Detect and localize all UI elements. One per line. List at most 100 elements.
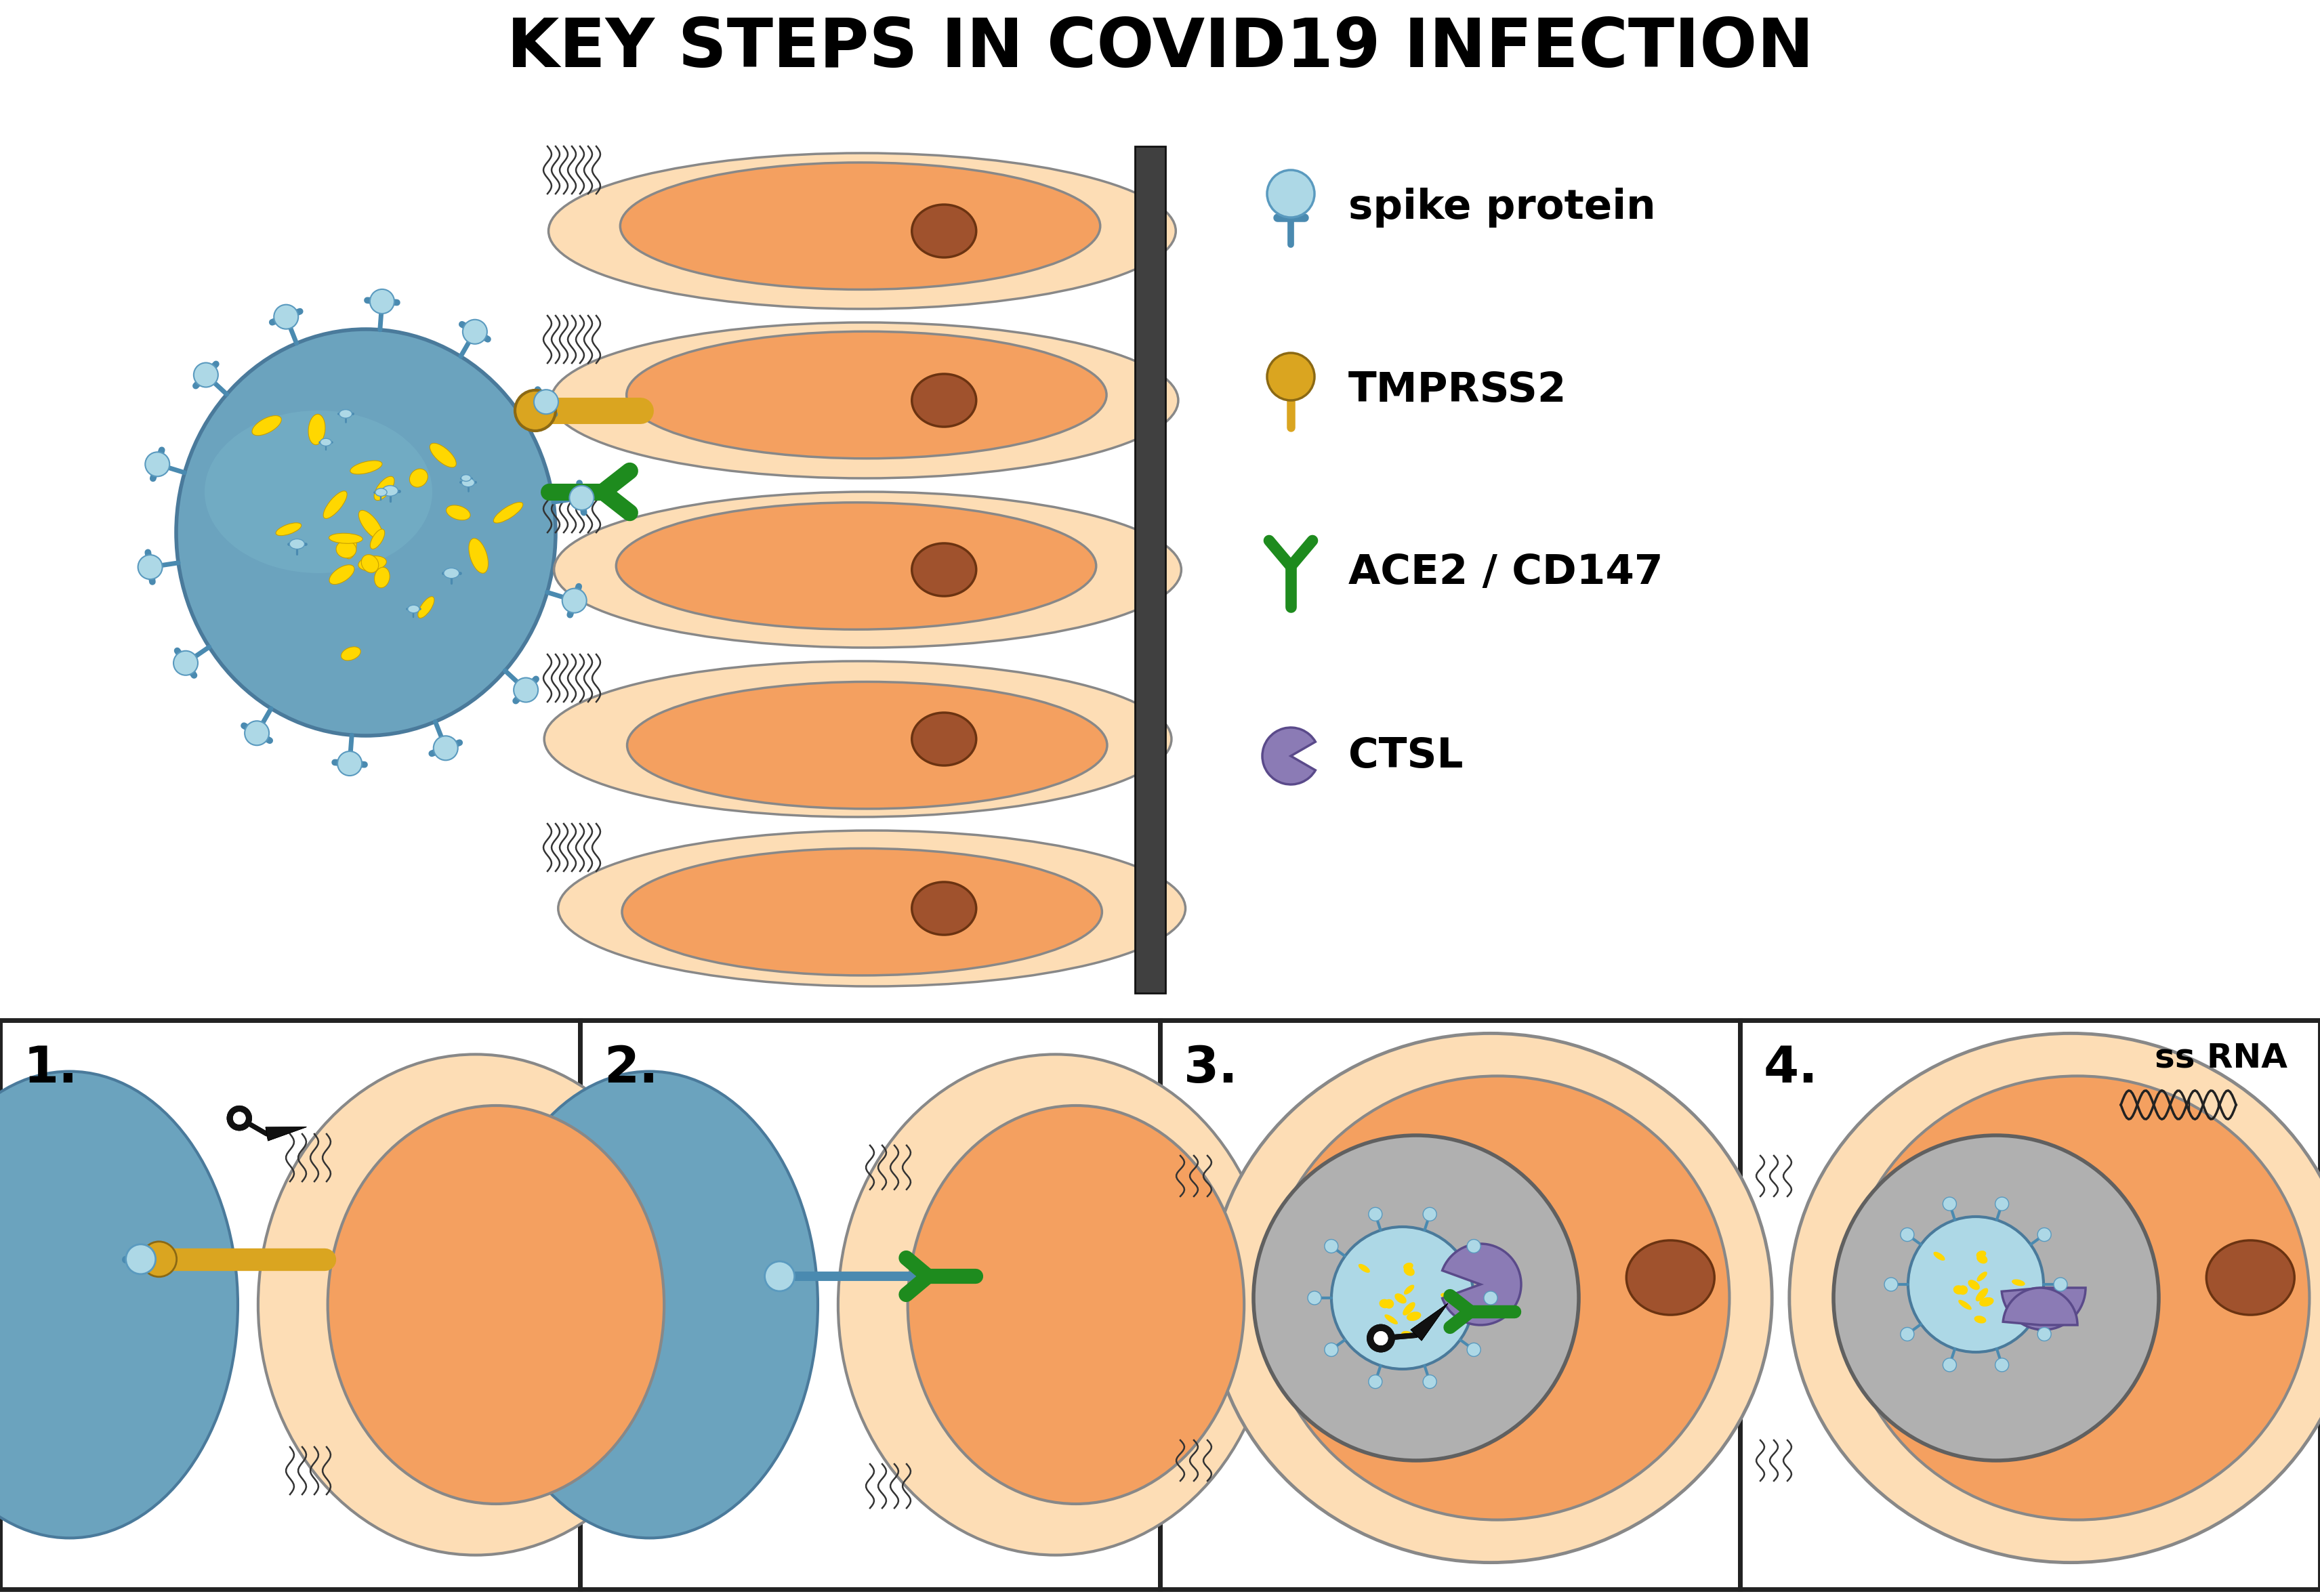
Wedge shape: [2002, 1288, 2076, 1325]
Ellipse shape: [1958, 1285, 1967, 1294]
Circle shape: [1267, 353, 1315, 401]
Circle shape: [515, 389, 554, 431]
Ellipse shape: [2206, 1240, 2294, 1315]
Text: spike protein: spike protein: [1348, 187, 1656, 227]
Ellipse shape: [1977, 1288, 1988, 1301]
Ellipse shape: [912, 883, 977, 935]
Bar: [580, 1020, 1160, 1590]
Ellipse shape: [408, 605, 420, 613]
Ellipse shape: [626, 681, 1107, 809]
Ellipse shape: [411, 469, 427, 487]
Ellipse shape: [176, 329, 554, 736]
Polygon shape: [264, 1127, 306, 1141]
Circle shape: [462, 319, 487, 345]
Ellipse shape: [483, 1071, 817, 1539]
Ellipse shape: [290, 539, 304, 549]
Circle shape: [534, 389, 559, 413]
Wedge shape: [1262, 728, 1315, 785]
Circle shape: [1466, 1240, 1480, 1253]
Circle shape: [232, 1112, 246, 1125]
Ellipse shape: [1357, 1264, 1371, 1272]
Ellipse shape: [1977, 1254, 1988, 1264]
Circle shape: [434, 736, 457, 760]
Ellipse shape: [550, 322, 1179, 479]
Circle shape: [1466, 1342, 1480, 1357]
Ellipse shape: [1441, 1293, 1455, 1299]
Ellipse shape: [376, 488, 387, 496]
Bar: [1160, 1020, 1740, 1590]
Ellipse shape: [383, 485, 399, 496]
Ellipse shape: [343, 535, 357, 559]
Circle shape: [1369, 1374, 1383, 1389]
Text: 1.: 1.: [23, 1044, 79, 1093]
Circle shape: [1907, 1216, 2044, 1352]
Ellipse shape: [374, 476, 394, 501]
Circle shape: [2053, 1278, 2067, 1291]
Polygon shape: [1411, 1304, 1448, 1341]
Circle shape: [174, 651, 197, 675]
Ellipse shape: [462, 474, 471, 482]
Ellipse shape: [339, 410, 353, 418]
Ellipse shape: [1264, 1076, 1728, 1519]
Ellipse shape: [617, 503, 1095, 629]
Ellipse shape: [350, 461, 383, 474]
Circle shape: [766, 1261, 793, 1291]
Circle shape: [1422, 1208, 1436, 1221]
Text: 3.: 3.: [1183, 1044, 1239, 1093]
Ellipse shape: [1394, 1293, 1406, 1304]
Ellipse shape: [1385, 1315, 1397, 1325]
Ellipse shape: [1404, 1262, 1413, 1270]
Ellipse shape: [1404, 1266, 1415, 1275]
Ellipse shape: [912, 543, 977, 597]
Circle shape: [1485, 1291, 1496, 1304]
Circle shape: [1995, 1197, 2009, 1211]
Text: 2.: 2.: [603, 1044, 659, 1093]
Ellipse shape: [362, 555, 378, 573]
Text: ss RNA: ss RNA: [2155, 1041, 2288, 1074]
Ellipse shape: [1974, 1315, 1986, 1323]
Circle shape: [1833, 1135, 2158, 1460]
Circle shape: [232, 1112, 246, 1125]
Ellipse shape: [559, 830, 1186, 986]
Circle shape: [1942, 1358, 1956, 1371]
Circle shape: [1366, 1325, 1394, 1352]
Circle shape: [336, 752, 362, 776]
Ellipse shape: [1404, 1302, 1415, 1315]
Ellipse shape: [336, 541, 357, 559]
Ellipse shape: [1406, 1312, 1422, 1321]
Ellipse shape: [1789, 1033, 2320, 1562]
Ellipse shape: [1933, 1251, 1944, 1261]
Ellipse shape: [1404, 1285, 1415, 1294]
Circle shape: [274, 305, 299, 329]
Circle shape: [1942, 1197, 1956, 1211]
Ellipse shape: [1844, 1076, 2308, 1519]
Ellipse shape: [320, 439, 332, 445]
Circle shape: [1366, 1325, 1394, 1352]
Bar: [1740, 1020, 2320, 1590]
Ellipse shape: [622, 849, 1102, 975]
Circle shape: [1995, 1358, 2009, 1371]
Ellipse shape: [2011, 1280, 2025, 1286]
Circle shape: [1267, 171, 1315, 217]
Ellipse shape: [258, 1055, 694, 1555]
Circle shape: [568, 485, 594, 511]
Ellipse shape: [357, 555, 387, 571]
Ellipse shape: [1401, 1331, 1413, 1339]
Ellipse shape: [360, 511, 383, 539]
Ellipse shape: [838, 1055, 1274, 1555]
Text: KEY STEPS IN COVID19 INFECTION: KEY STEPS IN COVID19 INFECTION: [506, 16, 1814, 81]
Wedge shape: [1443, 1243, 1522, 1325]
Ellipse shape: [912, 373, 977, 426]
Ellipse shape: [329, 565, 355, 584]
Ellipse shape: [309, 415, 325, 445]
Ellipse shape: [619, 163, 1100, 289]
Circle shape: [1308, 1291, 1322, 1304]
Circle shape: [193, 362, 218, 388]
Circle shape: [561, 589, 587, 613]
Ellipse shape: [912, 204, 977, 257]
Ellipse shape: [1979, 1298, 1993, 1307]
Ellipse shape: [341, 646, 360, 661]
Circle shape: [1369, 1208, 1383, 1221]
Ellipse shape: [554, 492, 1181, 648]
Circle shape: [244, 721, 269, 745]
